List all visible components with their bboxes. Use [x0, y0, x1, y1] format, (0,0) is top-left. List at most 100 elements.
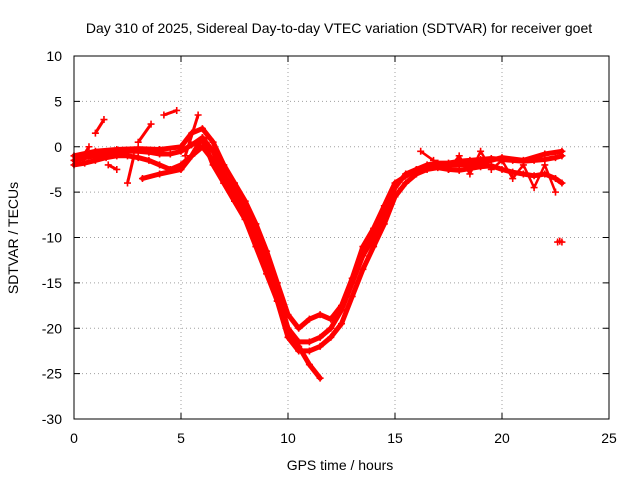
data-point [305, 315, 313, 323]
data-point [252, 220, 260, 228]
data-point [156, 170, 164, 178]
data-point [134, 154, 142, 162]
data-point [177, 143, 185, 151]
data-point [316, 311, 324, 319]
data-point [198, 125, 206, 133]
y-tick-label: -30 [42, 411, 62, 427]
data-point [316, 374, 324, 382]
data-point [316, 342, 324, 350]
data-point [530, 172, 538, 180]
data-point [91, 147, 99, 155]
x-tick-label: 25 [601, 430, 617, 446]
x-tick-label: 20 [494, 430, 510, 446]
data-point [558, 179, 566, 187]
data-point [124, 152, 131, 160]
data-point [348, 292, 356, 300]
data-point [113, 152, 121, 160]
data-point [305, 361, 313, 369]
data-point [203, 134, 211, 142]
y-tick-label: -25 [42, 366, 62, 382]
data-markers [70, 106, 566, 382]
data-point [327, 333, 335, 341]
data-point [558, 147, 566, 155]
data-point [273, 279, 281, 287]
series-track-c [70, 125, 566, 332]
x-axis-label: GPS time / hours [287, 457, 394, 473]
series-track-d [138, 134, 324, 382]
y-tick-label: -5 [50, 184, 63, 200]
y-tick-label: -20 [42, 320, 62, 336]
data-point [113, 145, 121, 153]
data-point [417, 147, 425, 155]
data-point [359, 265, 367, 273]
data-point [273, 297, 281, 305]
data-point [370, 224, 378, 232]
series-rising-traces [76, 106, 211, 187]
y-tick-label: 0 [54, 139, 62, 155]
y-axis-label: SDTVAR / TECUs [5, 182, 21, 294]
trace-segment [136, 123, 153, 144]
data-point [327, 324, 335, 332]
x-tick-label: 10 [280, 430, 296, 446]
data-point [380, 202, 388, 210]
series-line [71, 126, 565, 331]
data-point [370, 243, 378, 251]
data-point [138, 175, 146, 183]
data-point [412, 165, 420, 173]
data-point [156, 145, 164, 153]
data-point [209, 138, 217, 146]
data-point [316, 333, 324, 341]
data-point [284, 333, 292, 341]
trace-segment [79, 145, 91, 162]
data-point [263, 247, 271, 255]
data-point [305, 338, 313, 346]
y-tick-label: 5 [54, 93, 62, 109]
x-tick-label: 5 [177, 430, 185, 446]
data-point [134, 145, 142, 153]
data-point [305, 347, 313, 355]
data-point [81, 159, 89, 167]
data-point [552, 154, 559, 162]
trace-segment [183, 114, 200, 157]
trace-segment [163, 109, 178, 117]
data-point [477, 159, 485, 167]
x-tick-label: 15 [387, 430, 403, 446]
data-point [156, 161, 164, 169]
chart-title: Day 310 of 2025, Sidereal Day-to-day VTE… [86, 20, 592, 36]
data-point [209, 161, 217, 169]
trace-segment [94, 118, 106, 134]
data-point [241, 215, 249, 223]
data-point [391, 193, 399, 201]
data-point [252, 243, 260, 251]
data-point [241, 197, 249, 205]
data-point [145, 156, 153, 164]
data-point [295, 324, 303, 332]
data-point [338, 302, 345, 310]
data-point [263, 270, 271, 278]
trace-zigzag [419, 148, 557, 193]
y-tick-label: 10 [46, 48, 62, 64]
data-point [220, 161, 228, 169]
data-point [348, 274, 356, 282]
data-point [102, 154, 110, 162]
x-tick-label: 0 [70, 430, 78, 446]
data-point [359, 243, 367, 251]
data-point [284, 324, 292, 332]
data-point [231, 188, 238, 196]
data-point [402, 179, 410, 187]
series-track-b [70, 143, 566, 355]
data-point [91, 156, 99, 164]
axis-ticks: 0 5 10 15 20 25 10 5 0 -5 -10 -15 -20 -25 -30 [42, 48, 617, 446]
series-late-traces [417, 147, 559, 196]
series-line [140, 135, 323, 381]
data-point [455, 161, 463, 169]
data-point [519, 170, 527, 178]
data-point [558, 238, 566, 246]
y-tick-label: -15 [42, 275, 62, 291]
y-tick-label: -10 [42, 230, 62, 246]
data-point [188, 152, 196, 160]
data-point [284, 311, 292, 319]
data-point [327, 315, 335, 323]
data-point [552, 175, 559, 183]
